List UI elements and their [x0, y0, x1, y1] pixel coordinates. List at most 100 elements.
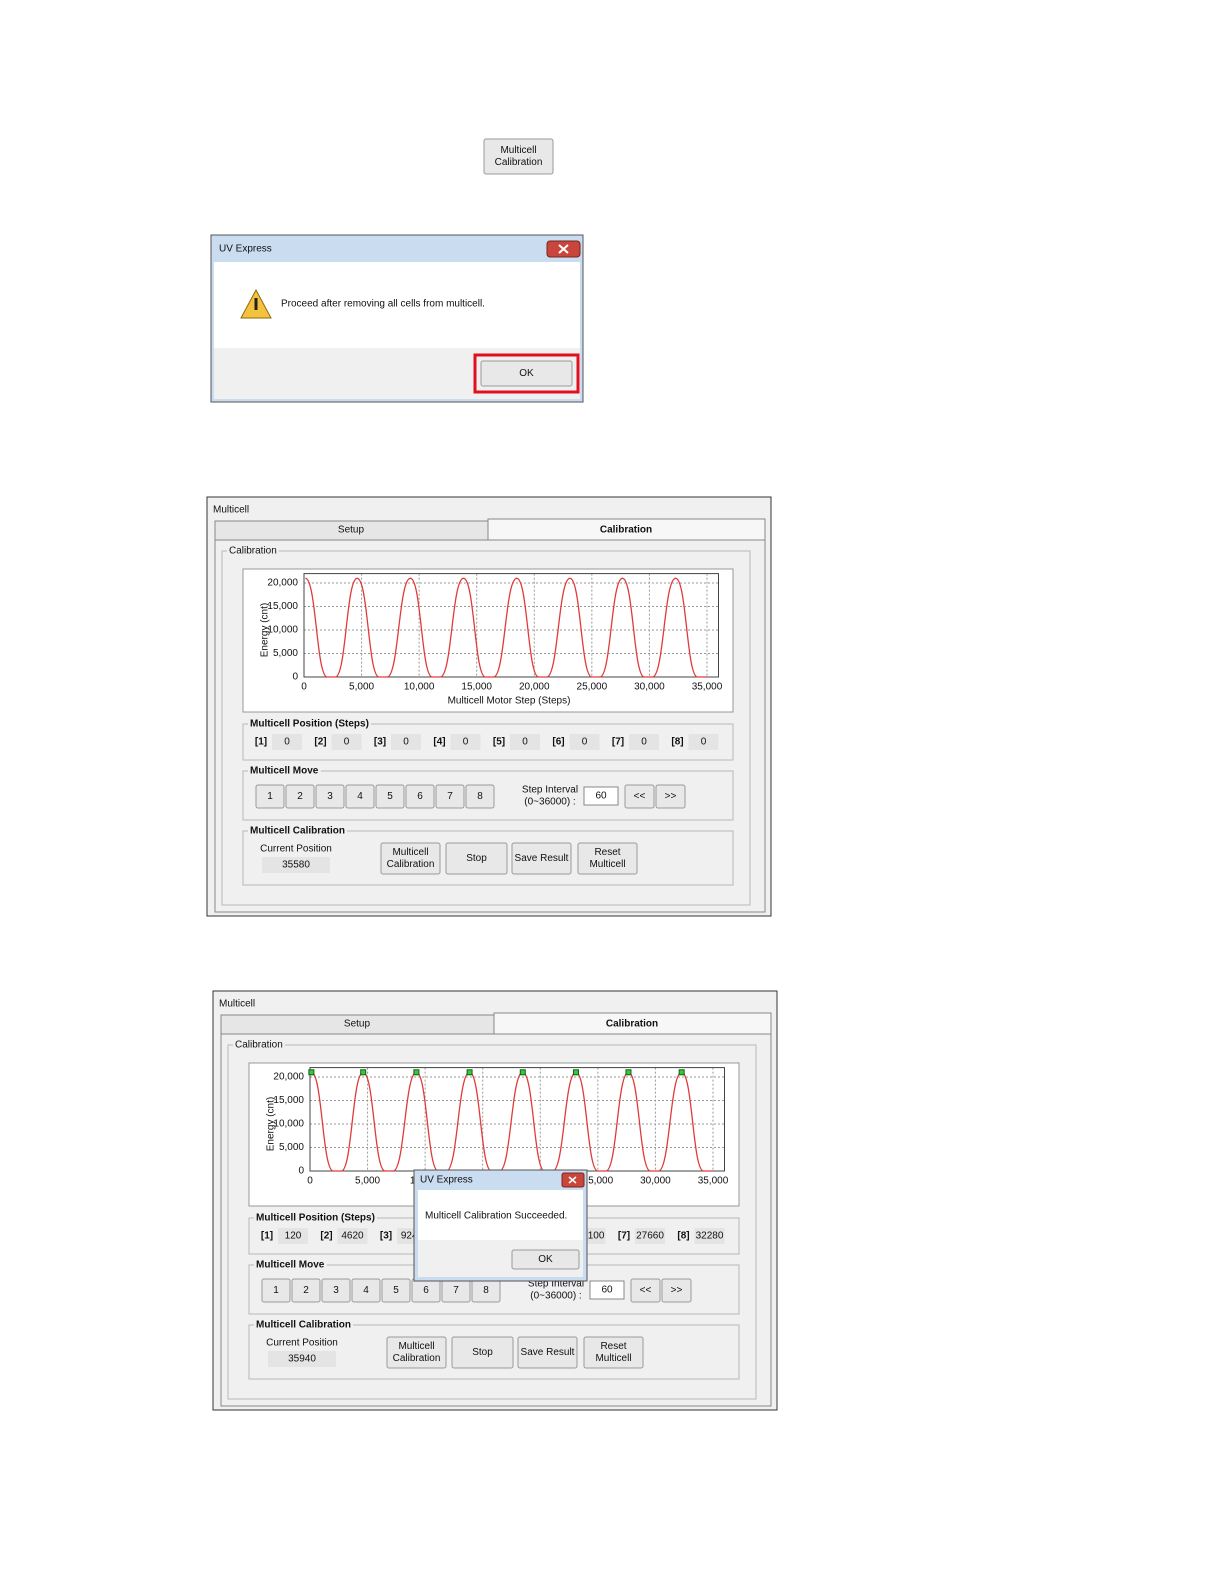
move-button[interactable]: [435, 784, 465, 809]
calibration-action[interactable]: [451, 1336, 514, 1369]
calibration-button[interactable]: [483, 138, 554, 175]
move-button-label: 6: [423, 1285, 429, 1296]
move-button[interactable]: [321, 1278, 351, 1303]
position-value: 0: [463, 737, 469, 748]
calibration-action-label: Multicell: [392, 847, 428, 858]
move-button-label: 1: [267, 791, 273, 802]
y-tick-label: 0: [298, 1166, 304, 1177]
move-button[interactable]: [405, 784, 435, 809]
calibration-action-label: Save Result: [521, 1347, 575, 1358]
interval-value: 60: [601, 1285, 613, 1296]
calibration-action[interactable]: [511, 842, 572, 875]
position-box: [569, 734, 600, 750]
position-value: 0: [582, 737, 588, 748]
move-button-label: 8: [477, 791, 483, 802]
next-button-label: >>: [665, 791, 677, 802]
group-title-bg: [248, 718, 371, 730]
prev-button-label: <<: [634, 791, 646, 802]
dialog-title: UV Express: [219, 244, 272, 255]
next-button[interactable]: [661, 1278, 692, 1303]
interval-input[interactable]: [589, 1280, 625, 1300]
position-box: [278, 1228, 308, 1244]
dialog-body: [418, 1190, 583, 1240]
group-title: Multicell Move: [256, 1260, 325, 1271]
position-value: 32280: [696, 1231, 724, 1242]
calibration-action-label: Multicell: [398, 1341, 434, 1352]
x-tick-label: 0: [301, 682, 307, 693]
group-title-bg: [248, 825, 348, 837]
position-label: [1]: [261, 1231, 273, 1242]
position-value: 0: [641, 737, 647, 748]
move-button[interactable]: [375, 784, 405, 809]
group-title-bg: [248, 765, 321, 777]
position-box: [635, 1228, 665, 1244]
current-value: 35580: [282, 860, 310, 871]
y-axis-label: Energy (cnt): [260, 603, 271, 657]
calibration-action-label: Reset: [600, 1341, 626, 1352]
ok-button[interactable]: [511, 1249, 580, 1270]
position-label: [8]: [671, 737, 683, 748]
move-button[interactable]: [381, 1278, 411, 1303]
position-box: [688, 734, 719, 750]
calibration-action[interactable]: [577, 842, 638, 875]
ok-button[interactable]: [480, 360, 573, 387]
group-title-bg: [233, 1039, 285, 1051]
position-box: [331, 734, 362, 750]
position-label: [2]: [320, 1231, 332, 1242]
chart-box: [242, 568, 734, 713]
position-value: 120: [285, 1231, 302, 1242]
group-title-bg: [254, 1212, 377, 1224]
dialog-title: UV Express: [420, 1175, 473, 1186]
y-tick-label: 10,000: [267, 625, 298, 636]
calibration-action[interactable]: [386, 1336, 447, 1369]
position-box: [629, 734, 659, 750]
x-tick-label: 25,000: [583, 1176, 614, 1187]
window-title: Multicell: [213, 505, 249, 516]
position-value: 0: [403, 737, 409, 748]
calibration-action-label: Reset: [594, 847, 620, 858]
interval-input[interactable]: [583, 786, 619, 806]
window-title: Multicell: [219, 999, 255, 1010]
group-title: Multicell Position (Steps): [250, 719, 369, 730]
move-button[interactable]: [351, 1278, 381, 1303]
peak-marker: [678, 1069, 685, 1076]
calibration-action-label: Stop: [472, 1347, 493, 1358]
position-value: 0: [522, 737, 528, 748]
position-box: [510, 734, 540, 750]
calibration-action[interactable]: [445, 842, 508, 875]
move-button[interactable]: [465, 784, 495, 809]
x-tick-label: 0: [307, 1176, 313, 1187]
group-box: [248, 1324, 740, 1380]
prev-button[interactable]: [624, 784, 655, 809]
prev-button[interactable]: [630, 1278, 661, 1303]
move-button[interactable]: [345, 784, 375, 809]
move-button[interactable]: [291, 1278, 321, 1303]
calibration-action[interactable]: [380, 842, 441, 875]
move-button-label: 6: [417, 791, 423, 802]
dialog-body: [214, 262, 580, 348]
move-button[interactable]: [261, 1278, 291, 1303]
move-button-label: 3: [333, 1285, 339, 1296]
group-title: Calibration: [229, 546, 277, 557]
move-button[interactable]: [285, 784, 315, 809]
x-tick-label: 30,000: [634, 682, 665, 693]
move-button-label: 3: [327, 791, 333, 802]
move-button-label: 5: [393, 1285, 399, 1296]
calibration-action[interactable]: [517, 1336, 578, 1369]
y-tick-label: 15,000: [273, 1095, 304, 1106]
position-label: [2]: [314, 737, 326, 748]
calibration-action[interactable]: [583, 1336, 644, 1369]
position-label: [6]: [552, 737, 564, 748]
position-value: 27660: [636, 1231, 664, 1242]
move-button-label: 1: [273, 1285, 279, 1296]
current-value: 35940: [288, 1354, 316, 1365]
next-button[interactable]: [655, 784, 686, 809]
close-icon: [558, 244, 569, 254]
move-button[interactable]: [255, 784, 285, 809]
y-tick-label: 5,000: [279, 1142, 304, 1153]
group-box: [242, 830, 734, 886]
position-label: [8]: [677, 1231, 689, 1242]
x-tick-label: 5,000: [355, 1176, 380, 1187]
position-label: [7]: [612, 737, 624, 748]
move-button[interactable]: [315, 784, 345, 809]
